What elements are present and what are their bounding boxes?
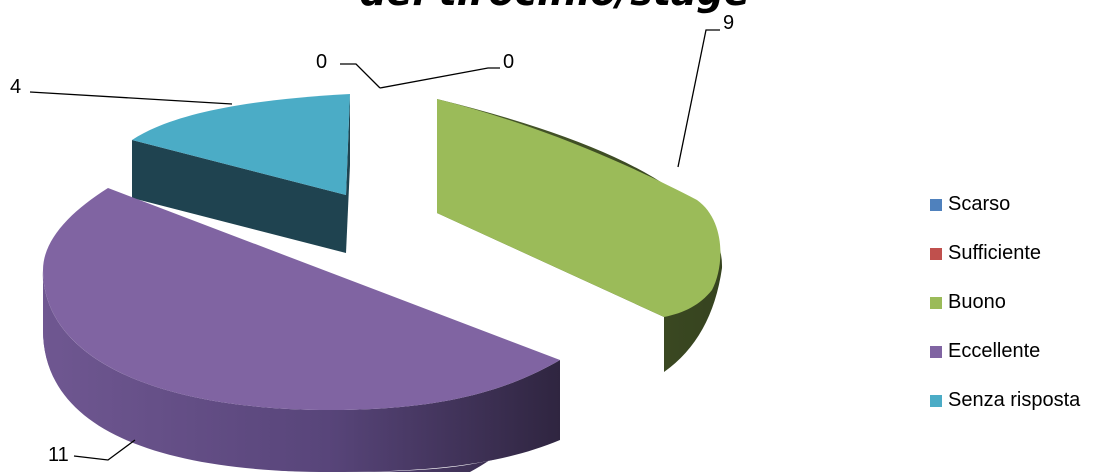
slice-eccellente-side-front — [43, 270, 560, 472]
legend-item-eccellente[interactable]: Eccellente — [930, 327, 1080, 376]
slice-eccellente[interactable] — [42, 188, 560, 472]
leader-line-senza-risposta — [29, 91, 233, 105]
slice-buono[interactable] — [437, 99, 723, 372]
leader-line-eccellente — [73, 439, 136, 461]
legend-label-sufficiente: Sufficiente — [948, 242, 1042, 264]
legend-swatch-sufficiente — [930, 247, 942, 260]
legend-item-senza-risposta[interactable]: Senza risposta — [930, 376, 1080, 425]
slice-senza-risposta[interactable] — [132, 94, 350, 253]
legend-swatch-eccellente — [930, 345, 942, 358]
slice-senza-risposta-side-right — [346, 94, 350, 253]
slice-senza-risposta-side — [132, 140, 346, 253]
legend-label-scarso: Scarso — [948, 193, 1011, 215]
leader-lines — [29, 29, 720, 461]
legend-swatch-senza-risposta — [930, 394, 942, 407]
leader-line-buono — [677, 29, 720, 168]
leader-line-sufficiente — [379, 67, 500, 89]
slice-buono-face — [437, 99, 721, 317]
legend-label-buono: Buono — [948, 291, 1006, 313]
leader-line-scarso — [340, 63, 381, 89]
legend-label-eccellente: Eccellente — [948, 340, 1041, 362]
data-label-sufficiente: 0 — [503, 51, 514, 73]
legend-swatch-buono — [930, 296, 942, 309]
legend-label-senza-risposta: Senza risposta — [948, 389, 1081, 411]
legend: Scarso Sufficiente Buono Eccellente Senz… — [930, 180, 1080, 425]
chart-title: del tirocinio/stage — [0, 0, 1109, 14]
data-label-scarso: 0 — [316, 51, 327, 73]
legend-item-buono[interactable]: Buono — [930, 278, 1080, 327]
data-label-eccellente: 11 — [48, 444, 69, 466]
legend-item-sufficiente[interactable]: Sufficiente — [930, 229, 1080, 278]
legend-item-scarso[interactable]: Scarso — [930, 180, 1080, 229]
legend-swatch-scarso — [930, 198, 942, 211]
slice-senza-risposta-face — [132, 94, 350, 195]
data-label-senza-risposta: 4 — [10, 76, 21, 98]
slice-eccellente-face — [43, 188, 560, 410]
data-label-buono: 9 — [723, 12, 734, 34]
